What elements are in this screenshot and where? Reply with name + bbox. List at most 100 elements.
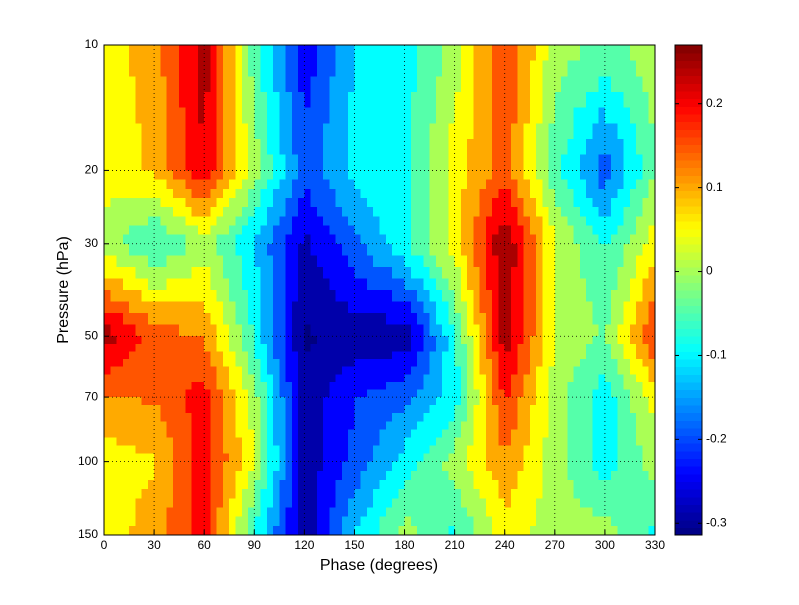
contour-cell: [517, 139, 525, 156]
contour-cell: [360, 343, 368, 353]
contour-cell: [329, 139, 337, 156]
contour-cell: [404, 516, 412, 527]
contour-cell: [316, 60, 324, 77]
contour-cell: [492, 437, 500, 447]
contour-cell: [611, 216, 619, 227]
contour-cell: [554, 225, 562, 236]
contour-cell: [523, 479, 531, 490]
contour-cell: [110, 453, 118, 463]
contour-cell: [548, 123, 556, 140]
contour-cell: [360, 225, 368, 236]
contour-cell: [360, 397, 368, 406]
contour-cell: [435, 461, 443, 472]
contour-cell: [642, 366, 650, 375]
contour-cell: [248, 92, 255, 109]
contour-cell: [129, 60, 136, 77]
contour-cell: [623, 234, 631, 245]
contour-cell: [335, 324, 343, 337]
contour-cell: [204, 301, 212, 314]
contour-cell: [323, 397, 331, 406]
contour-cell: [510, 470, 518, 481]
contour-cell: [197, 397, 205, 406]
contour-cell: [179, 470, 186, 481]
contour-cell: [241, 92, 249, 109]
contour-cell: [285, 170, 293, 181]
contour-cell: [442, 123, 449, 140]
contour-cell: [629, 381, 637, 391]
contour-cell: [210, 207, 218, 217]
contour-cell: [548, 389, 556, 398]
contour-cell: [366, 188, 374, 199]
contour-cell: [266, 290, 274, 303]
contour-cell: [460, 429, 468, 439]
contour-cell: [479, 507, 487, 518]
contour-cell: [485, 381, 493, 391]
contour-cell: [385, 498, 393, 509]
contour-cell: [417, 489, 424, 499]
contour-cell: [110, 351, 118, 360]
contour-cell: [417, 470, 424, 481]
contour-cell: [448, 453, 456, 463]
contour-cell: [122, 413, 130, 422]
contour-cell: [636, 470, 644, 481]
contour-cell: [492, 107, 500, 124]
contour-cell: [129, 255, 136, 268]
contour-cell: [104, 290, 111, 303]
contour-cell: [179, 389, 186, 398]
contour-cell: [122, 437, 130, 447]
contour-cell: [373, 45, 381, 62]
contour-cell: [561, 421, 568, 430]
contour-cell: [442, 437, 449, 447]
contour-cell: [548, 525, 556, 536]
contour-cell: [291, 188, 299, 199]
contour-cell: [229, 470, 237, 481]
contour-cell: [373, 507, 381, 518]
contour-cell: [216, 92, 224, 109]
contour-cell: [629, 216, 637, 227]
contour-cell: [110, 525, 118, 536]
contour-cell: [442, 461, 449, 472]
contour-cell: [554, 92, 562, 109]
contour-cell: [410, 489, 418, 499]
contour-cell: [429, 92, 437, 109]
contour-cell: [392, 76, 399, 93]
contour-cell: [360, 507, 368, 518]
contour-cell: [404, 397, 412, 406]
contour-cell: [523, 516, 531, 527]
contour-cell: [285, 225, 293, 236]
contour-cell: [448, 324, 456, 337]
contour-cell: [366, 359, 374, 368]
contour-cell: [467, 60, 475, 77]
contour-cell: [323, 197, 331, 208]
contour-cell: [248, 216, 255, 227]
contour-cell: [460, 498, 468, 509]
contour-cell: [435, 429, 443, 439]
contour-cell: [448, 225, 456, 236]
contour-cell: [373, 313, 381, 326]
contour-cell: [141, 123, 149, 140]
contour-cell: [398, 445, 406, 455]
contour-cell: [310, 266, 318, 280]
contour-cell: [623, 225, 631, 236]
contour-cell: [348, 516, 356, 527]
contour-cell: [329, 351, 337, 360]
contour-cell: [542, 188, 550, 199]
contour-cell: [573, 507, 581, 518]
contour-cell: [392, 324, 399, 337]
contour-cell: [216, 266, 224, 280]
contour-cell: [191, 397, 199, 406]
contour-cell: [154, 266, 161, 280]
contour-cell: [154, 498, 161, 509]
contour-cell: [429, 123, 437, 140]
contour-cell: [492, 405, 500, 414]
contour-cell: [304, 197, 312, 208]
contour-cell: [104, 374, 111, 383]
contour-cell: [191, 453, 199, 463]
contour-cell: [567, 216, 575, 227]
contour-cell: [166, 290, 174, 303]
contour-cell: [122, 139, 130, 156]
contour-cell: [398, 123, 406, 140]
contour-cell: [254, 525, 262, 536]
contour-cell: [504, 225, 512, 236]
contour-cell: [316, 123, 324, 140]
